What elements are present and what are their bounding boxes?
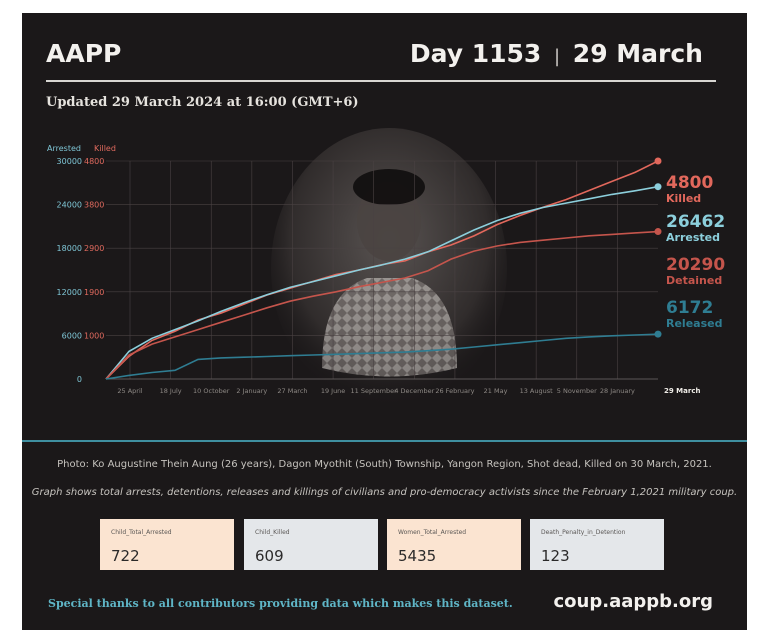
graph-caption: Graph shows total arrests, detentions, r…	[31, 487, 738, 498]
left-tick-label: 24000	[57, 201, 82, 210]
separator: |	[554, 46, 561, 67]
series-value-released: 6172	[666, 298, 713, 318]
header-rule	[46, 80, 716, 82]
left-tick-label: 0	[77, 375, 82, 384]
x-tick-label: 4 December	[394, 387, 434, 395]
right-tick-label: 2900	[84, 244, 104, 253]
photo-caption: Photo: Ko Augustine Thein Aung (26 years…	[57, 459, 712, 470]
series-endpoint-arrested	[654, 183, 662, 191]
x-tick-label: 28 January	[600, 387, 635, 395]
day-count: Day 1153	[409, 39, 542, 68]
stat-label: Child_Killed	[255, 529, 290, 536]
right-axis-title: Killed	[94, 144, 116, 153]
right-tick-label: 1900	[84, 288, 104, 297]
left-tick-label: 6000	[62, 331, 82, 340]
stat-value: 5435	[398, 547, 437, 565]
org-name: AAPP	[46, 39, 122, 68]
series-endpoint-detained	[654, 228, 662, 236]
right-tick-label: 1000	[84, 331, 104, 340]
chart-axes: 0 6000 12000 18000 24000 30000 1000 1900 2900 380…	[47, 144, 700, 395]
chart-series	[105, 157, 662, 380]
x-tick-label: 27 March	[277, 387, 307, 395]
stat-card-women-total-arrested: Women_Total_Arrested 5435	[387, 519, 521, 570]
stat-card-child-killed: Child_Killed 609	[244, 519, 378, 570]
left-axis-title: Arrested	[47, 144, 81, 153]
series-name-detained: Detained	[666, 274, 722, 287]
section-divider	[22, 440, 747, 442]
series-endpoint-killed	[654, 157, 662, 165]
updated-timestamp: Updated 29 March 2024 at 16:00 (GMT+6)	[46, 95, 359, 110]
left-tick-label: 30000	[57, 157, 82, 166]
x-tick-label: 2 January	[236, 387, 267, 395]
x-tick-label: 19 June	[321, 387, 346, 395]
series-value-arrested: 26462	[666, 212, 725, 232]
x-tick-label: 5 November	[557, 387, 597, 395]
right-tick-label: 3800	[84, 201, 104, 210]
website-link[interactable]: coup.aappb.org	[553, 591, 714, 612]
series-value-killed: 4800	[666, 173, 713, 193]
series-endpoint-released	[654, 330, 662, 338]
x-tick-label: 10 October	[193, 387, 230, 395]
stat-value: 123	[541, 547, 570, 565]
x-tick-label: 11 September	[351, 387, 398, 395]
x-tick-label: 13 August	[520, 387, 554, 395]
stat-label: Child_Total_Arrested	[111, 529, 172, 536]
series-name-arrested: Arrested	[666, 231, 720, 244]
x-tick-label: 26 February	[435, 387, 474, 395]
series-name-released: Released	[666, 317, 722, 330]
series-line-arrested	[105, 185, 659, 380]
series-line-detained	[105, 230, 659, 380]
thanks-note: Special thanks to all contributors provi…	[48, 597, 513, 610]
left-tick-label: 12000	[57, 288, 82, 297]
stat-card-death-penalty: Death_Penalty_in_Detention 123	[530, 519, 664, 570]
series-value-detained: 20290	[666, 255, 725, 275]
right-tick-label: 4800	[84, 157, 104, 166]
victim-photo	[271, 128, 507, 408]
day-heading: Day 1153 | 29 March	[410, 39, 703, 68]
stat-label: Death_Penalty_in_Detention	[541, 529, 626, 536]
series-name-killed: Killed	[666, 192, 701, 205]
stat-label: Women_Total_Arrested	[398, 529, 467, 536]
line-chart: 0 6000 12000 18000 24000 30000 1000 1900 2900 380…	[47, 128, 725, 408]
stat-card-child-total-arrested: Child_Total_Arrested 722	[100, 519, 234, 570]
x-tick-label: 21 May	[484, 387, 508, 395]
heading-date: 29 March	[572, 39, 703, 68]
stat-value: 609	[255, 547, 284, 565]
left-tick-label: 18000	[57, 244, 82, 253]
stat-value: 722	[111, 547, 140, 565]
infographic: AAPP Day 1153 | 29 March Updated 29 Marc…	[22, 13, 747, 630]
x-end-label: 29 March	[664, 387, 700, 395]
series-line-released	[105, 333, 659, 380]
x-tick-label: 25 April	[117, 387, 142, 395]
x-tick-label: 18 July	[160, 387, 182, 395]
